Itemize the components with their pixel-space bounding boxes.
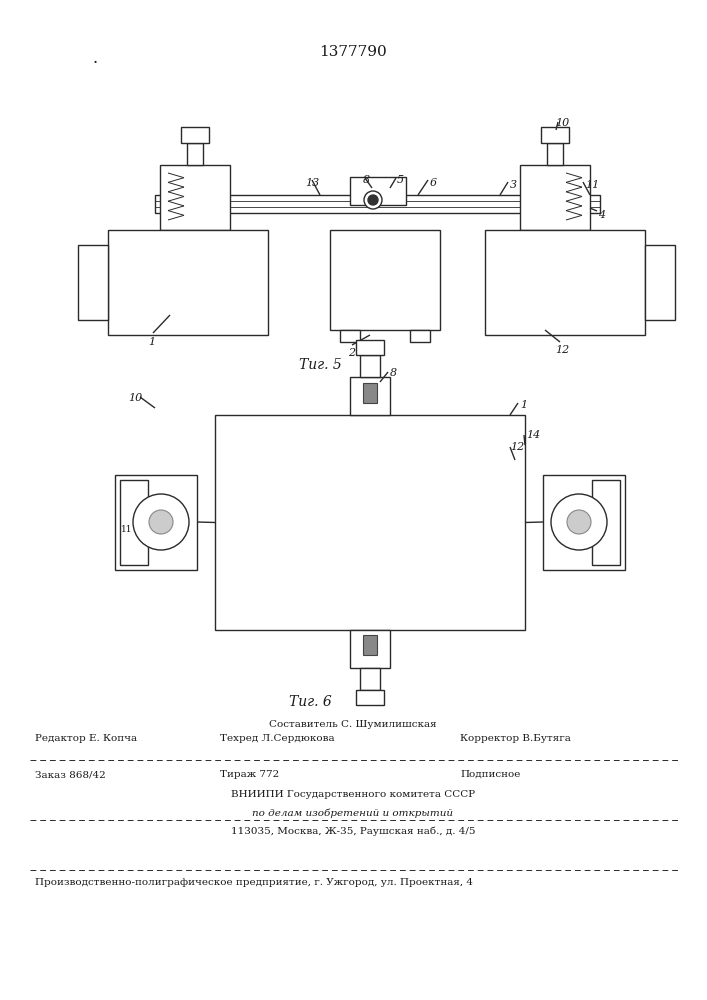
Bar <box>360 668 380 690</box>
Circle shape <box>551 494 607 550</box>
Text: Заказ 868/42: Заказ 868/42 <box>35 770 106 779</box>
Bar <box>350 377 390 415</box>
Text: 1: 1 <box>520 400 527 410</box>
Text: Тираж 772: Тираж 772 <box>220 770 279 779</box>
Text: Подписное: Подписное <box>460 770 520 779</box>
Circle shape <box>149 510 173 534</box>
Circle shape <box>364 191 382 209</box>
Text: Производственно-полиграфическое предприятие, г. Ужгород, ул. Проектная, 4: Производственно-полиграфическое предприя… <box>35 878 473 887</box>
Bar <box>181 127 209 143</box>
Bar <box>78 245 108 320</box>
Bar <box>160 165 230 230</box>
Bar <box>547 143 563 165</box>
Text: Корректор В.Бутяга: Корректор В.Бутяга <box>460 734 571 743</box>
Bar <box>115 475 197 570</box>
Bar <box>350 177 406 205</box>
Bar <box>350 630 390 668</box>
Bar <box>360 355 380 377</box>
Bar <box>410 330 430 342</box>
Text: 1377790: 1377790 <box>319 45 387 59</box>
Text: 6: 6 <box>430 178 437 188</box>
Text: Редактор Е. Копча: Редактор Е. Копча <box>35 734 137 743</box>
Text: 12: 12 <box>510 442 525 452</box>
Bar <box>108 230 268 335</box>
Bar <box>363 635 377 655</box>
Text: 3: 3 <box>510 180 517 190</box>
Text: по делам изобретений и открытий: по делам изобретений и открытий <box>252 808 453 818</box>
Text: 2: 2 <box>349 348 356 358</box>
Text: Техред Л.Сердюкова: Техред Л.Сердюкова <box>220 734 334 743</box>
Text: 10: 10 <box>128 393 142 403</box>
Text: ·: · <box>93 55 98 72</box>
Bar <box>120 480 148 564</box>
Circle shape <box>133 494 189 550</box>
Bar <box>485 230 645 335</box>
Bar <box>541 127 569 143</box>
Text: Τиг. 5: Τиг. 5 <box>298 358 341 372</box>
Text: 13: 13 <box>305 178 320 188</box>
Text: 14: 14 <box>526 430 540 440</box>
Bar <box>155 195 600 213</box>
Text: 113035, Москва, Ж-35, Раушская наб., д. 4/5: 113035, Москва, Ж-35, Раушская наб., д. … <box>230 826 475 836</box>
Text: 10: 10 <box>555 118 569 128</box>
Circle shape <box>567 510 591 534</box>
Text: 4: 4 <box>598 210 605 220</box>
Bar <box>592 480 620 564</box>
Text: Τиг. 6: Τиг. 6 <box>288 695 332 709</box>
Bar <box>340 330 360 342</box>
Bar <box>215 415 525 630</box>
Text: 11: 11 <box>121 525 132 534</box>
Bar <box>356 690 384 705</box>
Text: 11: 11 <box>585 180 600 190</box>
Bar <box>356 340 384 355</box>
Text: 1: 1 <box>148 337 155 347</box>
Text: 8: 8 <box>390 368 397 378</box>
Text: 12: 12 <box>555 345 569 355</box>
Text: Составитель С. Шумилишская: Составитель С. Шумилишская <box>269 720 437 729</box>
Bar <box>187 143 203 165</box>
Bar <box>543 475 625 570</box>
Bar <box>645 245 675 320</box>
Bar <box>330 230 440 330</box>
Circle shape <box>368 195 378 205</box>
Text: ВНИИПИ Государственного комитета СССР: ВНИИПИ Государственного комитета СССР <box>231 790 475 799</box>
Text: 8: 8 <box>363 175 370 185</box>
Text: 5: 5 <box>397 175 404 185</box>
Bar <box>520 165 590 230</box>
Bar <box>363 383 377 403</box>
